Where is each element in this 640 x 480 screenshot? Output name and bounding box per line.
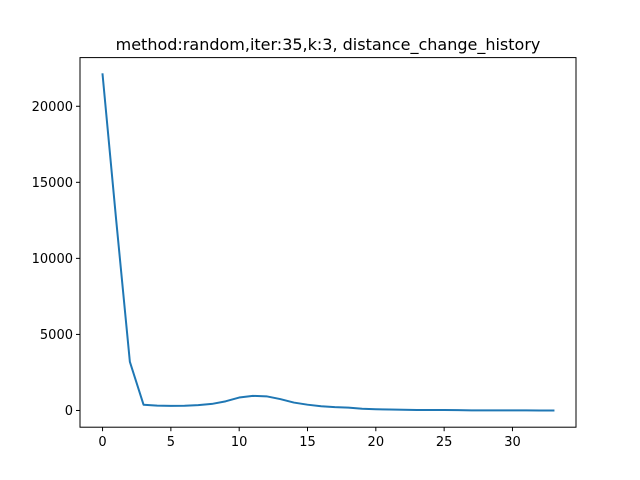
y-tick-label: 15000: [32, 176, 73, 191]
y-tick-label: 10000: [32, 252, 73, 267]
x-tick-label: 25: [436, 435, 453, 450]
x-tick-label: 20: [368, 435, 385, 450]
x-tick-label: 0: [98, 435, 106, 450]
x-axis: 0 5 10 15 20 25 30: [98, 427, 521, 450]
plot-area: [101, 73, 555, 412]
y-tick-label: 5000: [40, 328, 73, 343]
y-axis: 0 5000 10000 15000 20000: [32, 100, 80, 419]
x-tick-label: 15: [299, 435, 316, 450]
series-line-0: [101, 73, 555, 412]
y-tick-label: 20000: [32, 100, 73, 115]
x-tick-label: 5: [167, 435, 175, 450]
x-tick-label: 10: [231, 435, 248, 450]
chart-title: method:random,iter:35,k:3, distance_chan…: [116, 35, 541, 55]
axes-frame: [79, 57, 577, 428]
x-tick-label: 30: [504, 435, 521, 450]
y-tick-label: 0: [65, 404, 73, 419]
